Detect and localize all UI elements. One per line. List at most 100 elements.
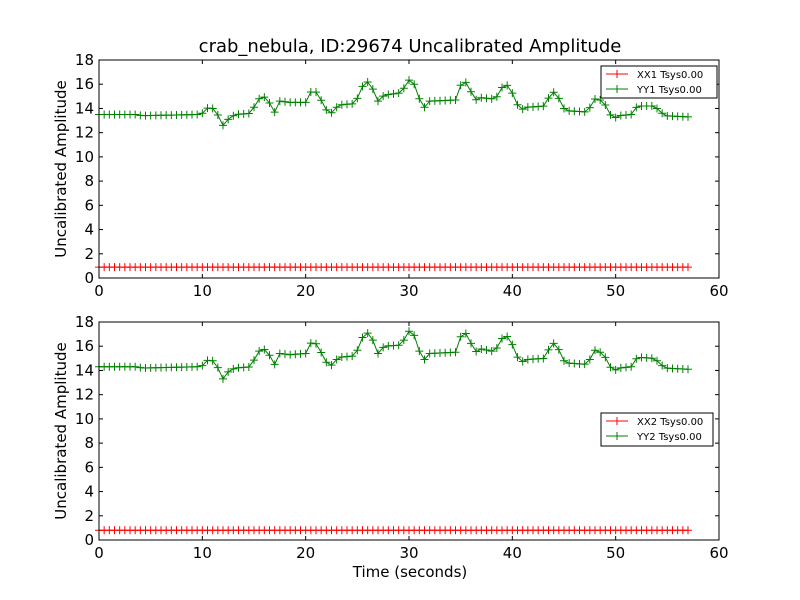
bottom-data-point-yy2 xyxy=(451,348,460,357)
bottom-legend-label-xx2: XX2 Tsys0.00 xyxy=(637,417,703,428)
bottom-data-point-yy2 xyxy=(224,367,233,376)
bottom-y-tick-label: 0 xyxy=(84,531,94,549)
bottom-data-point-yy2 xyxy=(658,361,667,370)
top-data-point-yy1 xyxy=(255,94,264,103)
bottom-y-tick-label: 18 xyxy=(75,313,94,331)
bottom-data-point-yy2 xyxy=(368,336,377,345)
top-data-point-yy1 xyxy=(374,97,382,106)
top-data-point-yy1 xyxy=(487,94,496,103)
top-series-line-yy1 xyxy=(99,79,689,127)
bottom-data-point-yy2 xyxy=(270,360,279,369)
bottom-data-point-yy2 xyxy=(544,345,553,354)
bottom-data-point-yy2 xyxy=(482,346,491,355)
top-y-tick-label: 18 xyxy=(75,51,94,69)
top-x-tick-label: 60 xyxy=(709,282,728,300)
top-y-tick-label: 6 xyxy=(84,196,94,214)
bottom-data-point-yy2 xyxy=(596,348,605,357)
bottom-data-point-yy2 xyxy=(508,340,517,349)
bottom-panel: 0 10 20 30 40 50 60 0 2 4 6 8 10 12 14 16 18 Uncalibrate… xyxy=(52,313,729,581)
bottom-data-point-yy2 xyxy=(498,334,506,343)
bottom-data-point-yy2 xyxy=(622,363,630,372)
top-panel: 0 10 20 30 40 50 60 0 2 4 6 8 10 12 14 16 18 Uncalibrate… xyxy=(52,51,729,300)
bottom-data-point-yy2 xyxy=(260,345,269,354)
top-data-point-yy1 xyxy=(265,98,274,107)
bottom-data-point-yy2 xyxy=(472,347,481,356)
top-data-point-yy1 xyxy=(498,83,506,92)
bottom-data-point-yy2 xyxy=(193,362,202,371)
bottom-x-tick-label: 0 xyxy=(94,544,104,562)
bottom-data-point-yy2 xyxy=(275,349,284,358)
top-data-point-xx1 xyxy=(684,263,692,272)
bottom-x-tick-label: 60 xyxy=(709,544,728,562)
top-y-tick-label: 8 xyxy=(84,172,94,190)
bottom-data-point-yy2 xyxy=(560,356,568,365)
bottom-data-point-yy2 xyxy=(301,349,310,358)
bottom-data-point-yy2 xyxy=(353,346,362,355)
bottom-data-point-yy2 xyxy=(399,336,408,345)
top-data-point-yy1 xyxy=(260,93,269,102)
bottom-series-layer xyxy=(95,327,692,535)
bottom-data-point-yy2 xyxy=(208,356,217,365)
top-data-point-yy1 xyxy=(394,89,403,98)
bottom-data-point-yy2 xyxy=(213,363,222,372)
top-x-tick-label: 50 xyxy=(606,282,625,300)
top-data-point-yy1 xyxy=(317,96,326,105)
bottom-data-point-yy2 xyxy=(492,344,501,353)
top-data-point-yy1 xyxy=(301,98,310,107)
bottom-x-tick-label: 50 xyxy=(606,544,625,562)
bottom-data-point-yy2 xyxy=(591,346,599,355)
top-data-point-yy1 xyxy=(482,94,491,103)
top-data-point-yy1 xyxy=(580,107,589,116)
bottom-data-point-yy2 xyxy=(410,331,419,340)
bottom-data-point-yy2 xyxy=(131,362,140,371)
top-y-tick-label: 12 xyxy=(75,124,94,142)
top-data-point-yy1 xyxy=(554,94,563,103)
top-data-point-yy1 xyxy=(627,110,636,119)
bottom-data-point-yy2 xyxy=(513,353,522,362)
bottom-data-point-yy2 xyxy=(549,339,558,348)
top-x-tick-label: 10 xyxy=(193,282,212,300)
top-data-point-yy1 xyxy=(415,94,424,103)
top-data-point-yy1 xyxy=(653,104,661,113)
top-data-point-yy1 xyxy=(503,81,512,90)
bottom-data-point-yy2 xyxy=(616,363,625,372)
top-data-point-yy1 xyxy=(363,78,372,87)
bottom-data-point-yy2 xyxy=(539,354,548,363)
bottom-data-point-yy2 xyxy=(477,345,486,354)
top-data-point-yy1 xyxy=(611,113,620,122)
top-data-point-yy1 xyxy=(332,103,341,112)
top-data-point-yy1 xyxy=(389,89,398,98)
bottom-data-point-yy2 xyxy=(394,341,403,350)
bottom-y-tick-label: 2 xyxy=(84,507,94,525)
bottom-x-tick-label: 20 xyxy=(296,544,315,562)
top-data-point-yy1 xyxy=(606,110,615,119)
top-data-point-yy1 xyxy=(632,103,641,112)
top-data-point-yy1 xyxy=(492,92,501,101)
top-data-point-yy1 xyxy=(244,109,253,118)
bottom-data-point-yy2 xyxy=(374,349,382,358)
bottom-legend: XX2 Tsys0.00 YY2 Tsys0.00 xyxy=(600,412,714,447)
bottom-data-point-yy2 xyxy=(348,352,357,361)
top-data-point-yy1 xyxy=(270,108,279,117)
top-data-point-yy1 xyxy=(219,121,227,130)
bottom-axes-frame xyxy=(98,321,720,541)
bottom-data-point-yy2 xyxy=(327,361,336,370)
bottom-y-tick-label: 10 xyxy=(75,410,94,428)
bottom-data-point-yy2 xyxy=(229,364,238,373)
top-data-point-yy1 xyxy=(379,92,388,101)
bottom-data-point-yy2 xyxy=(219,374,227,383)
top-x-tick-label: 0 xyxy=(94,282,104,300)
top-data-point-yy1 xyxy=(281,97,289,106)
top-data-point-yy1 xyxy=(322,105,331,114)
top-data-point-yy1 xyxy=(647,102,656,111)
bottom-data-point-yy2 xyxy=(503,332,512,341)
bottom-data-point-yy2 xyxy=(358,333,367,342)
bottom-data-point-yy2 xyxy=(456,332,465,341)
bottom-data-point-yy2 xyxy=(518,357,527,366)
bottom-data-point-yy2 xyxy=(585,355,594,364)
bottom-data-point-yy2 xyxy=(647,354,656,363)
top-data-point-yy1 xyxy=(275,97,284,106)
bottom-data-point-yy2 xyxy=(405,327,413,336)
top-data-point-yy1 xyxy=(399,84,408,93)
top-data-point-yy1 xyxy=(384,90,393,99)
